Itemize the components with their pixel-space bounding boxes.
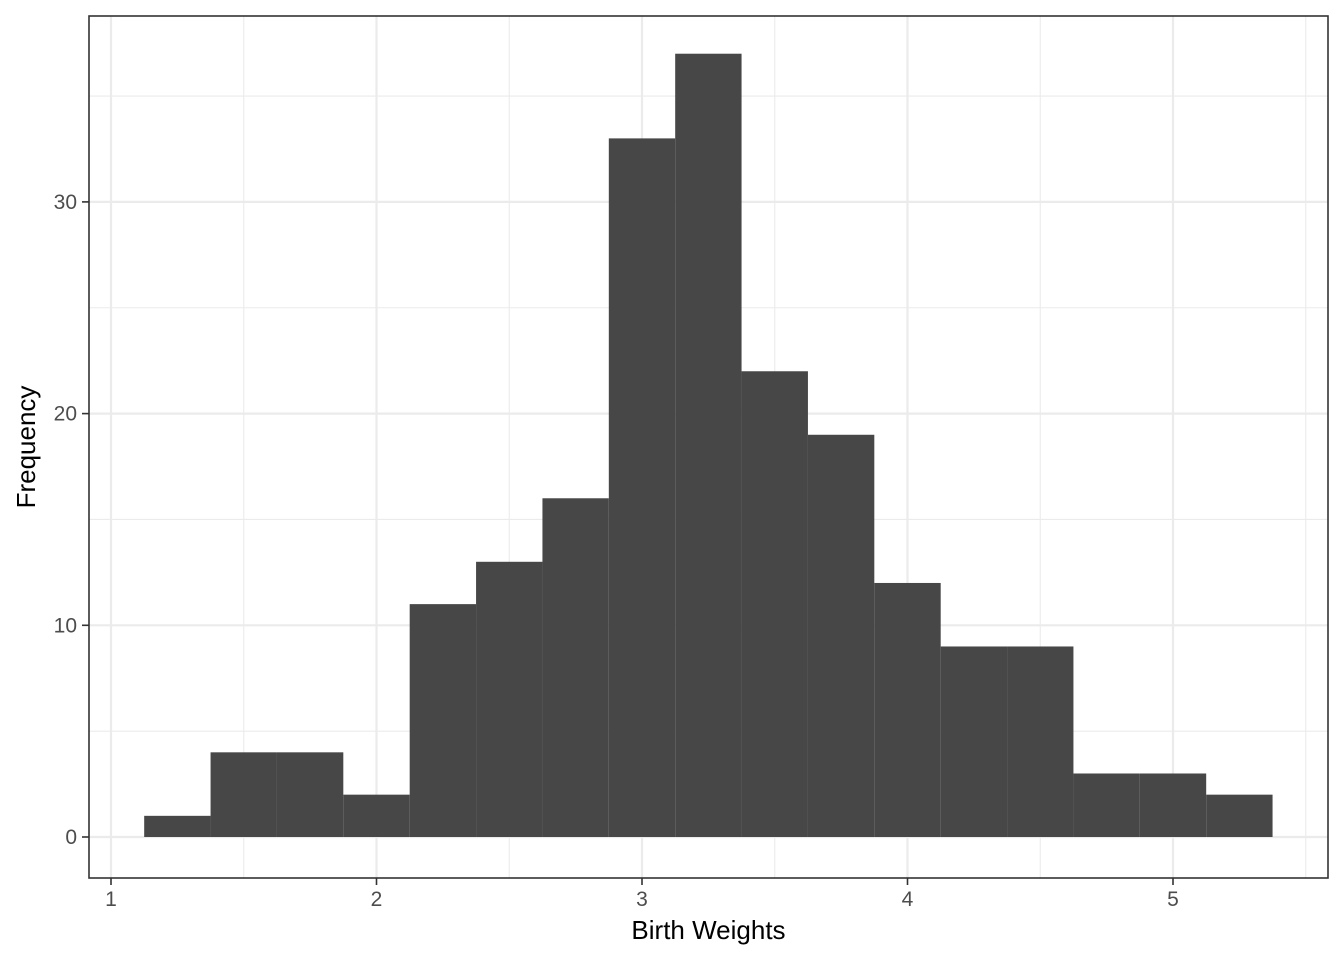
x-axis-title: Birth Weights <box>631 915 785 945</box>
x-tick-label: 5 <box>1167 888 1179 911</box>
histogram-bar <box>940 646 1008 837</box>
histogram-bar <box>874 582 941 837</box>
histogram-bar <box>1139 773 1207 837</box>
y-axis: 0 10 20 30 <box>54 191 89 849</box>
y-axis-title: Frequency <box>11 386 41 509</box>
histogram-bar <box>210 752 277 837</box>
histogram-bar <box>409 604 477 837</box>
histogram-bar <box>741 371 808 837</box>
histogram-bar <box>1073 773 1140 837</box>
panel-border <box>88 15 1329 879</box>
histogram-bar <box>608 138 676 837</box>
histogram-bar <box>343 794 410 837</box>
histogram-bar <box>675 53 742 837</box>
y-tick-label: 10 <box>54 614 77 637</box>
histogram-bar <box>144 815 211 837</box>
y-tick-label: 20 <box>54 403 77 426</box>
histogram-bar <box>476 561 543 837</box>
histogram-bar <box>542 498 609 837</box>
histogram-bars <box>144 53 1273 837</box>
x-tick-label: 3 <box>636 888 648 911</box>
histogram-bar <box>807 434 875 837</box>
histogram-bar <box>276 752 344 837</box>
histogram-bar <box>1007 646 1074 837</box>
x-tick-label: 4 <box>902 888 914 911</box>
x-tick-label: 2 <box>371 888 383 911</box>
y-tick-label: 0 <box>65 826 77 849</box>
y-tick-label: 30 <box>54 191 77 214</box>
histogram-bar <box>1206 794 1273 837</box>
x-tick-label: 1 <box>105 888 117 911</box>
x-axis: 1 2 3 4 5 <box>105 878 1179 911</box>
